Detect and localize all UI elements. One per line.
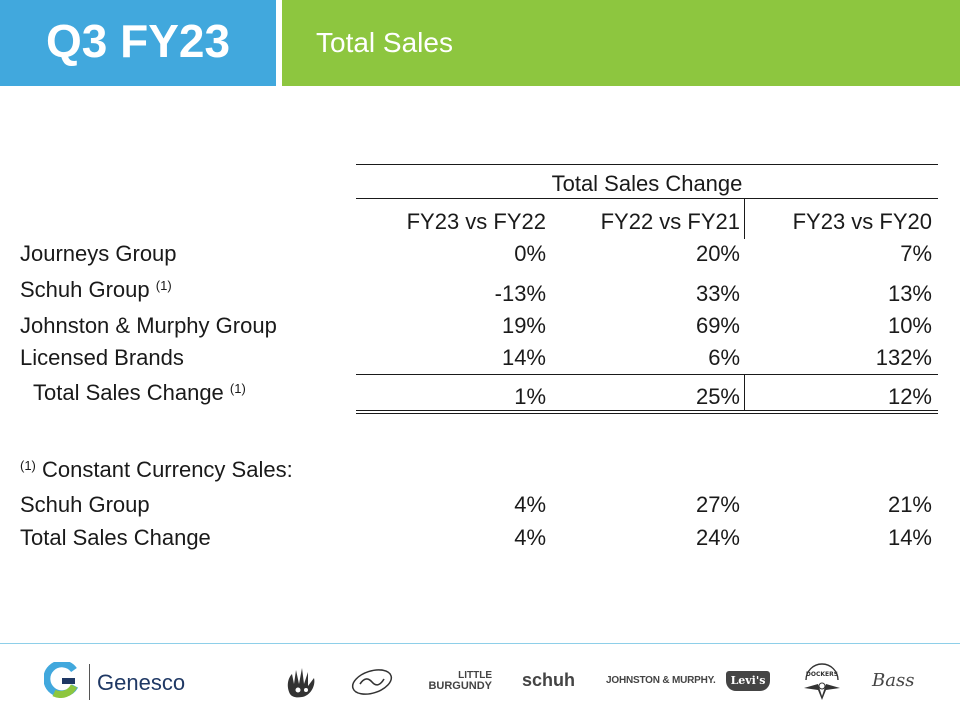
dockers-wordmark: DOCKERS (806, 671, 838, 678)
row-label: Total Sales Change (20, 525, 211, 550)
total-double-rule-1 (356, 410, 938, 411)
table-cell: 69% (695, 313, 740, 338)
company-name: Genesco (97, 670, 186, 695)
table-top-rule (356, 164, 938, 165)
footnote-marker: (1) (229, 381, 246, 396)
footer-rule (0, 643, 960, 644)
column-header: FY22 vs FY21 (600, 209, 740, 234)
table-cell: 6% (708, 345, 740, 370)
group-header: Total Sales Change (551, 171, 743, 196)
total-top-rule (356, 374, 938, 375)
table-cell: 4% (514, 492, 546, 517)
row-label: Journeys Group (20, 241, 177, 266)
table-cell: 14% (501, 345, 546, 370)
total-cell: 25% (695, 384, 740, 409)
footnote-marker: (1) (20, 458, 36, 473)
quarter-label: Q3 FY23 (46, 15, 231, 67)
table-cell: 7% (900, 241, 932, 266)
column-divider-total (744, 375, 745, 411)
table-cell: 14% (887, 525, 932, 550)
row-label: Schuh Group (20, 492, 150, 517)
logo-divider (89, 664, 90, 700)
table-cell: -13% (494, 281, 546, 306)
journeys-hand-icon (287, 668, 315, 698)
table-cell: 27% (695, 492, 740, 517)
table-cell: 13% (887, 281, 932, 306)
dockers-logo-icon: DOCKERS (804, 663, 840, 700)
header-divider (276, 0, 282, 86)
footnote-title: (1) Constant Currency Sales: (20, 457, 293, 482)
table-cell: 21% (887, 492, 932, 517)
bass-logo: Bass (872, 670, 915, 691)
table-cell: 132% (875, 345, 932, 370)
row-label: Schuh Group (1) (20, 277, 172, 302)
group-header-rule (356, 198, 938, 199)
genesco-g-icon (44, 662, 79, 698)
column-divider (744, 199, 745, 239)
total-cell: 12% (887, 384, 932, 409)
table-cell: 19% (501, 313, 546, 338)
little-burgundy-logo: LITTLE BURGUNDY (428, 670, 492, 692)
slide-title: Total Sales (316, 27, 453, 58)
schuh-logo: schuh (522, 670, 576, 690)
journeys-kidz-icon (351, 669, 393, 695)
total-cell: 1% (514, 384, 546, 409)
table-cell: 0% (514, 241, 546, 266)
table-cell: 24% (695, 525, 740, 550)
footnote-marker: (1) (155, 278, 172, 293)
header-quarter-panel (0, 0, 276, 86)
table-cell: 20% (695, 241, 740, 266)
header-title-panel (282, 0, 960, 86)
table-cell: 33% (695, 281, 740, 306)
johnston-murphy-logo: JOHNSTON & MURPHY. (606, 675, 716, 686)
row-label: Licensed Brands (20, 345, 184, 370)
table-cell: 4% (514, 525, 546, 550)
column-header: FY23 vs FY22 (406, 209, 546, 234)
table-cell: 10% (887, 313, 932, 338)
total-double-rule-2 (356, 413, 938, 414)
total-row-label: Total Sales Change (1) (33, 380, 246, 405)
row-label: Johnston & Murphy Group (20, 313, 277, 338)
levis-logo: Levi's (726, 671, 770, 691)
column-header: FY23 vs FY20 (792, 209, 932, 234)
